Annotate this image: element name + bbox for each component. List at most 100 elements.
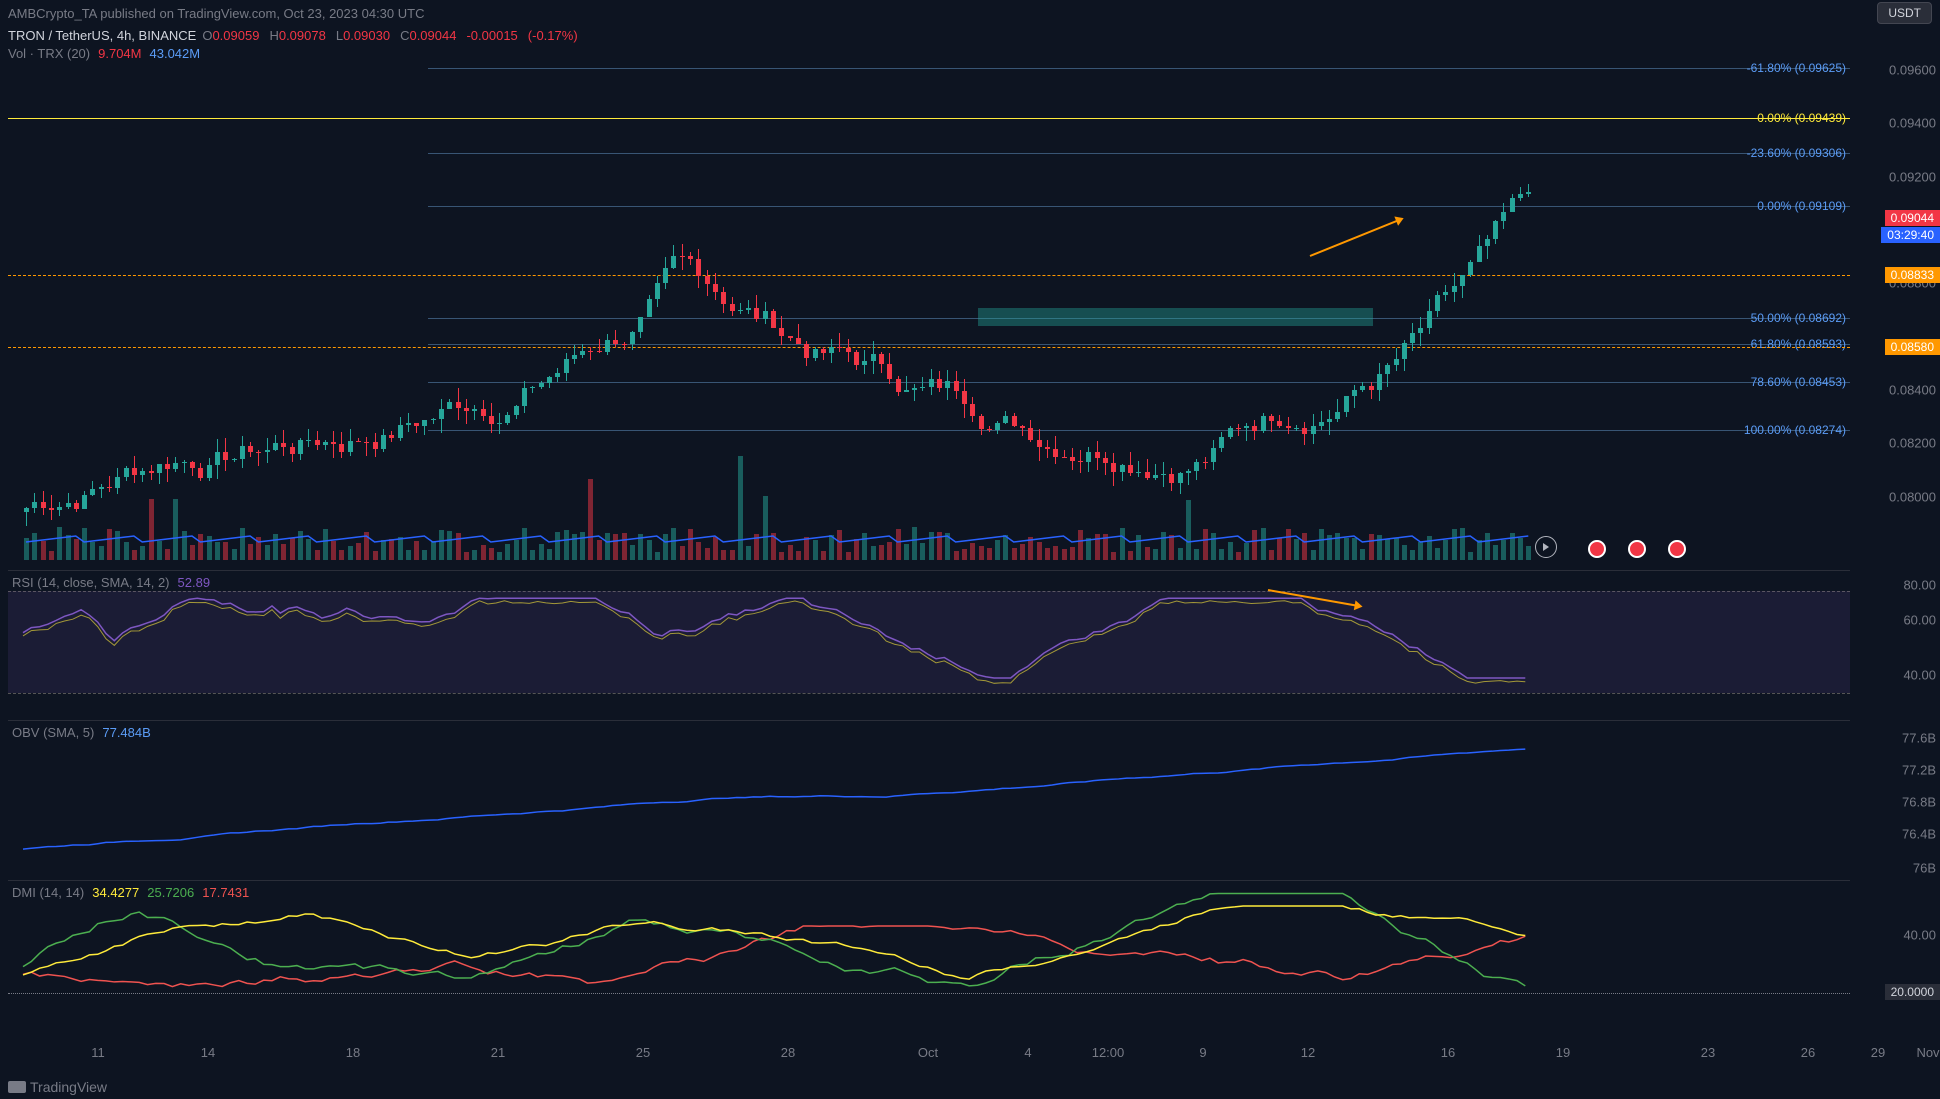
volume-bar [115,531,120,560]
fib-line[interactable] [428,153,1850,154]
fib-line[interactable] [428,430,1850,431]
low-value: 0.09030 [343,28,390,43]
event-icon[interactable] [1668,540,1686,558]
volume-bar [339,550,344,560]
volume-bar [140,546,145,560]
price-pane[interactable]: -61.80% (0.09625)0.00% (0.09439)-23.60% … [8,50,1850,560]
volume-bar [680,546,685,560]
axis-label: 40.00 [1903,928,1936,943]
fib-line[interactable] [428,382,1850,383]
dmi-pane[interactable]: DMI (14, 14) 34.4277 25.7206 17.7431 [8,880,1850,1035]
volume-bar [464,552,469,560]
volume-bar [1435,548,1440,560]
axis-label: 76.4B [1902,827,1936,842]
fib-label: 0.00% (0.09109) [1757,199,1846,213]
time-label: Oct [918,1045,938,1060]
fib-line[interactable] [428,68,1850,69]
obv-pane[interactable]: OBV (SMA, 5) 77.484B [8,720,1850,875]
event-icon[interactable] [1588,540,1606,558]
fib-line[interactable] [8,118,1850,119]
volume-bar [1161,532,1166,560]
volume-bar [655,552,660,560]
currency-button[interactable]: USDT [1877,2,1932,24]
volume-bar [671,528,676,560]
volume-bar [1311,550,1316,560]
volume-bar [547,549,552,560]
volume-bar [630,545,635,560]
demand-zone[interactable] [978,308,1373,326]
volume-bar [813,540,818,560]
volume-bar [555,532,560,560]
volume-bar [1020,544,1025,560]
volume-bar [1252,530,1257,560]
volume-bar [306,539,311,560]
volume-bar [1501,540,1506,560]
volume-bar [190,545,195,560]
volume-bar [1360,549,1365,561]
volume-bar [265,545,270,560]
volume-bar [124,542,129,560]
volume-bar [564,530,569,560]
fib-label: -23.60% (0.09306) [1747,146,1846,160]
time-label: 11 [91,1045,105,1060]
fib-label: 0.00% (0.09439) [1757,111,1846,125]
volume-bar [1120,528,1125,560]
time-label: 16 [1441,1045,1455,1060]
volume-bar [1352,538,1357,560]
volume-bar [41,541,46,560]
volume-bar [1028,537,1033,560]
volume-bar [539,544,544,560]
dmi-level-tag: 20.0000 [1885,984,1940,1000]
volume-bar [1369,534,1374,560]
volume-bar [1344,538,1349,560]
volume-bar [588,479,593,560]
axis-label: 77.2B [1902,763,1936,778]
fib-line[interactable] [428,344,1850,345]
rsi-pane[interactable]: RSI (14, close, SMA, 14, 2) 52.89 [8,570,1850,715]
volume-bar [481,545,486,560]
volume-bar [497,552,502,560]
volume-bar [149,499,154,560]
time-label: 26 [1801,1045,1815,1060]
axis-label: 80.00 [1903,578,1936,593]
time-axis: 111418212528Oct412:009121619232629Nov [8,1045,1850,1075]
volume-bar [962,549,967,560]
volume-bar [1003,535,1008,560]
volume-bar [937,532,942,560]
fib-line[interactable] [428,206,1850,207]
volume-bar [1452,529,1457,560]
volume-bar [746,546,751,560]
footer-text: TradingView [30,1079,107,1095]
volume-bar [705,548,710,560]
horizontal-line[interactable] [8,347,1850,348]
volume-bar [1219,549,1224,560]
volume-bar [1294,539,1299,560]
volume-bar [182,531,187,560]
volume-bar [1327,535,1332,560]
ohlc-row: O0.09059 H0.09078 L0.09030 C0.09044 -0.0… [202,28,577,43]
volume-bar [1493,545,1498,560]
volume-bar [49,551,54,560]
volume-bar [613,534,618,560]
time-label: 14 [201,1045,215,1060]
horizontal-line[interactable] [8,275,1850,276]
volume-bar [1186,500,1191,560]
high-value: 0.09078 [279,28,326,43]
volume-bar [1070,547,1075,560]
volume-bar [1178,548,1183,560]
volume-bar [738,456,743,560]
volume-bar [846,552,851,560]
volume-bar [348,546,353,560]
time-label: 19 [1556,1045,1570,1060]
symbol-pair[interactable]: TRON / TetherUS, 4h, BINANCE [8,28,196,43]
trend-arrow[interactable] [1310,219,1399,256]
volume-bar [1477,540,1482,560]
volume-bar [530,550,535,560]
event-icon[interactable] [1628,540,1646,558]
volume-bar [240,528,245,560]
replay-icon[interactable] [1535,536,1557,558]
tradingview-logo-icon [8,1081,26,1093]
alert-price-tag: 0.08580 [1885,339,1940,355]
volume-bar [472,550,477,560]
time-label: 25 [636,1045,650,1060]
